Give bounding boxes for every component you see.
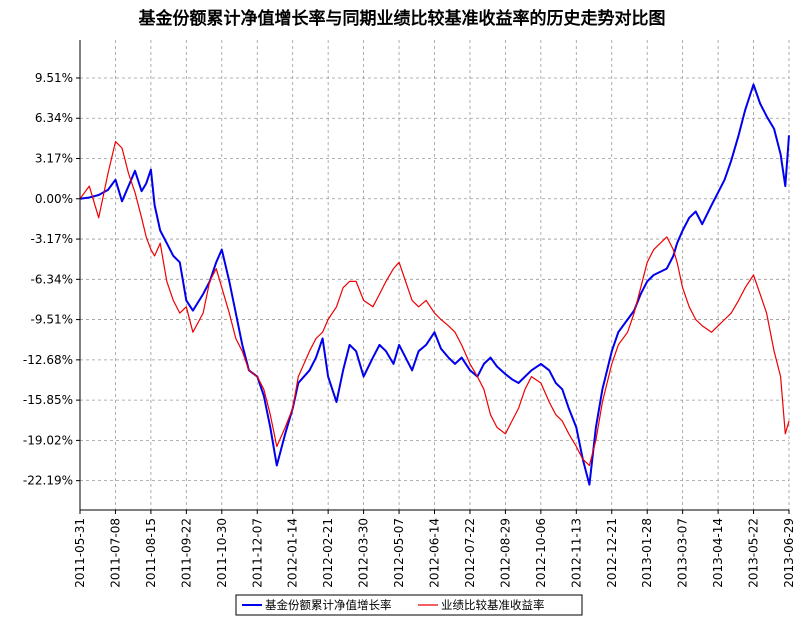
x-tick-label: 2012-02-21	[321, 518, 335, 588]
y-tick-label: -15.85%	[23, 393, 73, 407]
x-tick-label: 2011-12-07	[250, 518, 264, 588]
legend: 基金份额累计净值增长率 业绩比较基准收益率	[235, 594, 583, 616]
x-tick-label: 2012-12-21	[605, 518, 619, 588]
y-tick-label: -19.02%	[23, 433, 73, 447]
x-tick-label: 2013-05-22	[747, 518, 761, 588]
x-tick-label: 2012-07-22	[463, 518, 477, 588]
y-tick-label: -3.17%	[31, 232, 73, 246]
y-tick-label: 9.51%	[35, 71, 73, 85]
legend-label-benchmark: 业绩比较基准收益率	[441, 598, 545, 612]
x-axis: 2011-05-31 2011-07-08 2011-08-15 2011-09-22…	[73, 509, 796, 588]
x-tick-label: 2012-01-14	[286, 518, 300, 588]
x-tick-label: 2012-10-06	[534, 518, 548, 588]
x-tick-label: 2012-03-30	[357, 518, 371, 588]
legend-box	[235, 594, 583, 616]
x-tick-label: 2013-03-07	[676, 518, 690, 588]
series-line-fund	[79, 83, 790, 486]
x-tick-label: 2013-06-29	[782, 518, 796, 588]
x-tick-label: 2012-06-14	[428, 518, 442, 588]
y-tick-label: 0.00%	[35, 192, 73, 206]
legend-label-fund: 基金份额累计净值增长率	[265, 598, 392, 612]
x-tick-label: 2011-09-22	[179, 518, 193, 588]
x-tick-label: 2012-11-13	[569, 518, 583, 588]
x-tick-label: 2012-05-07	[392, 518, 406, 588]
x-tick-label: 2011-08-15	[144, 518, 158, 588]
y-tick-label: 3.17%	[35, 152, 73, 166]
chart-title: 基金份额累计净值增长率与同期业绩比较基准收益率的历史走势对比图	[138, 8, 666, 29]
x-tick-label: 2013-04-14	[711, 518, 725, 588]
plot-area	[79, 40, 790, 510]
y-tick-label: -9.51%	[31, 313, 73, 327]
y-tick-label: -6.34%	[31, 272, 73, 286]
x-tick-label: 2011-07-08	[108, 518, 122, 588]
x-tick-label: 2012-08-29	[498, 518, 512, 588]
y-tick-label: -22.19%	[23, 474, 73, 488]
x-tick-label: 2013-01-28	[640, 518, 654, 588]
y-tick-label: 6.34%	[35, 111, 73, 125]
y-tick-label: -12.68%	[23, 353, 73, 367]
x-tick-label: 2011-10-30	[215, 518, 229, 588]
series-group	[79, 83, 790, 486]
series-line-benchmark	[79, 141, 790, 467]
x-tick-label: 2011-05-31	[73, 518, 87, 588]
y-axis: 9.51% 6.34% 3.17% 0.00% -3.17% -6.34% -9.51% -1…	[23, 40, 81, 510]
